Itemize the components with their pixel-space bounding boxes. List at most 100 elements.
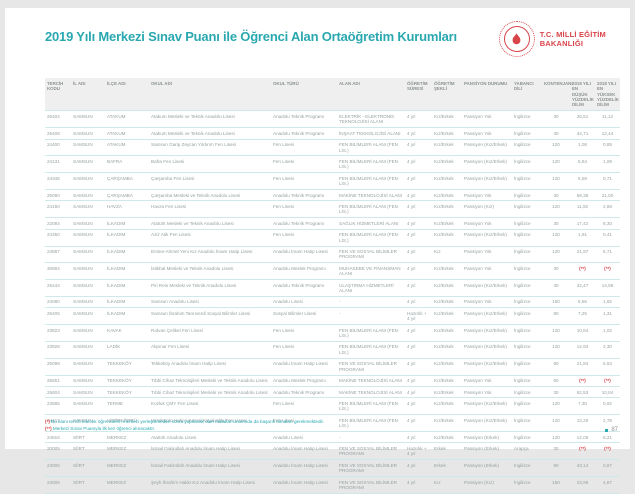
cell-tercih-kodu: 24346 [45,172,71,191]
cell-alan-adi: ELEKTRİK - ELEKTRONİK TEKNOLOJİSİ ALANI [337,110,405,129]
cell-ilce-adi: MERKEZ [105,442,149,461]
cell-alan-adi: FEN BİLİMLERİ ALANI (FEN LİS.) [337,414,405,433]
cell-pansiyon-durumu: Pansiyon Yok [462,375,512,388]
page-number: 87 [605,427,618,433]
cell-kontenjan: 30 [542,386,570,399]
cell-okul-turu: Fen Lisesi [271,155,337,174]
cell-ogretim-suresi: 4 yıl [405,172,432,191]
cell-pansiyon-durumu: Pansiyon (Erkek) [462,431,512,444]
cell-ilce-adi: İLKADIM [105,296,149,309]
cell-pansiyon-durumu: Pansiyon (Kız/Erkek) [462,229,512,247]
cell-dilim-2019: 23,98 [570,476,595,494]
cell-ogretim-suresi: 4 yıl [405,279,432,297]
col-header-dilim-2018: 2018 YILI EN YÜKSEK YÜZDELİK DİLİM [595,78,620,111]
footnote-1-text: Bu alanı tercih edecek öğrencilerin merk… [51,419,325,424]
cell-il-adi: SAMSUN [71,262,105,281]
cell-il-adi: SAMSUN [71,375,105,388]
cell-il-adi: SAMSUN [71,307,105,326]
footnotes: (*) Bu alanı tercih edecek öğrencilerin … [45,418,324,433]
cell-ogretim-sekli: Kız/Erkek [432,397,462,416]
cell-il-adi: SAMSUN [71,172,105,191]
cell-alan-adi: MUHASEBE VE FİNANSMAN ALANI [337,262,405,281]
cell-tercih-kodu: 25604 [45,386,71,399]
table-row: 30884 SAMSUN İLKADIM İstikbal Mesleki ve Te… [45,262,620,281]
cell-ilce-adi: TEKKEKÖY [105,386,149,399]
cell-okul-adi: İsmail Fakirullah Anadolu İmam Hatip Lis… [149,442,271,461]
cell-dilim-2018: 0,85 [595,139,620,157]
cell-ogretim-sekli: Kız/Erkek [432,386,462,399]
cell-dilim-2019: (**) [570,262,595,281]
table-row: 24816 SİİRT MERKEZ Atatürk Anadolu Lisesi An… [45,431,620,444]
cell-yabanci-dili: İngilizce [512,262,542,281]
cell-yabanci-dili: İngilizce [512,414,542,433]
cell-yabanci-dili: İngilizce [512,324,542,342]
cell-dilim-2019: 12,09 [570,431,595,444]
cell-pansiyon-durumu: Pansiyon (Erkek) [462,442,512,461]
cell-kontenjan: 30 [542,110,570,129]
cell-il-adi: SAMSUN [71,414,105,433]
cell-ilce-adi: ATAKUM [105,127,149,140]
cell-tercih-kodu: 23885 [45,397,71,416]
cell-il-adi: SAMSUN [71,397,105,416]
cell-kontenjan: 90 [542,307,570,326]
cell-kontenjan: 120 [542,431,570,444]
cell-okul-adi: Aziz Atik Fen Lisesi [149,229,271,247]
cell-il-adi: SAMSUN [71,217,105,230]
cell-okul-turu: Anadolu İmam Hatip Lisesi [271,442,337,461]
cell-kontenjan: 120 [542,139,570,157]
cell-okul-adi: İsmail Fakirullah Anadolu İmam Hatip Lis… [149,459,271,478]
cell-yabanci-dili: İngilizce [512,246,542,264]
table-row: 24350 SAMSUN İLKADIM Aziz Atik Fen Lisesi Fe… [45,229,620,247]
cell-ilce-adi: ATAKUM [105,139,149,157]
cell-ogretim-sekli: Kız/Erkek [432,358,462,376]
cell-yabanci-dili: İngilizce [512,431,542,444]
cell-pansiyon-durumu: Pansiyon Yok [462,262,512,281]
cell-kontenjan: 30 [542,189,570,202]
cell-tercih-kodu: 30884 [45,262,71,281]
cell-pansiyon-durumu: Pansiyon (Kız/Erkek) [462,172,512,191]
cell-pansiyon-durumu: Pansiyon (Kız/Erkek) [462,341,512,359]
cell-ogretim-suresi: 4 yıl [405,324,432,342]
cell-tercih-kodu: 25090 [45,189,71,202]
cell-alan-adi: İNŞAAT TEKNOLOJİSİ ALANI [337,127,405,140]
cell-tercih-kodu: 24150 [45,200,71,219]
cell-dilim-2019: 1,91 [570,229,595,247]
cell-il-adi: SAMSUN [71,139,105,157]
table-row: 25098 SAMSUN TEKKEKÖY Tekkeköy Anadolu İmam… [45,358,620,376]
cell-ogretim-suresi: 4 yıl [405,217,432,230]
col-header-kontenjan: KONTENJANI [542,78,573,111]
cell-dilim-2019: 10,84 [570,324,595,342]
cell-dilim-2018: 0,92 [595,397,620,416]
footnote-2-text: Merkezi Sınav Puanıyla ilk kez öğrenci a… [52,426,156,432]
cell-il-adi: SİİRT [71,431,105,444]
col-header-okul-adi: OKUL ADI [149,78,271,111]
cell-yabanci-dili: İngilizce [512,279,542,297]
cell-alan-adi: - [337,307,405,326]
cell-tercih-kodu: 20005 [45,442,71,461]
cell-ogretim-sekli: Kız/Erkek [432,431,462,444]
footnote-1: (*) Bu alanı tercih edecek öğrencilerin … [45,418,324,425]
cell-kontenjan: 120 [542,155,570,174]
cell-alan-adi: FEN BİLİMLERİ ALANI (FEN LİS.) [337,155,405,174]
cell-ogretim-suresi: 4 yıl [405,414,432,433]
footnote-2: (**) Merkezi Sınav Puanıyla ilk kez öğre… [45,425,324,432]
meb-logo: T.C. MİLLİ EĞİTİM BAKANLIĞI [498,21,606,57]
cell-alan-adi: - [337,296,405,309]
cell-okul-adi: Akpınar Fen Lisesi [149,341,271,359]
cell-dilim-2018: 0,71 [595,172,620,191]
cell-dilim-2018: 6,63 [595,358,620,376]
cell-tercih-kodu: 22084 [45,217,71,230]
cell-ogretim-suresi: 4 yıl [405,358,432,376]
cell-ogretim-sekli: Erkek [432,442,462,461]
cell-alan-adi: FEN BİLİMLERİ ALANI (FEN LİS.) [337,229,405,247]
cell-ilce-adi: ÇARŞAMBA [105,189,149,202]
cell-ilce-adi: ATAKUM [105,110,149,129]
table-row: 25090 SAMSUN ÇARŞAMBA Çarşamba Mesleki ve T… [45,189,620,202]
cell-il-adi: SAMSUN [71,127,105,140]
cell-tercih-kodu: 25651 [45,375,71,388]
cell-dilim-2019: 5,56 [570,296,595,309]
cell-ogretim-suresi: 4 yıl [405,386,432,399]
cell-ilce-adi: HAVZA [105,200,149,219]
cell-dilim-2019: 21,84 [570,358,595,376]
cell-ogretim-sekli: Kız/Erkek [432,189,462,202]
